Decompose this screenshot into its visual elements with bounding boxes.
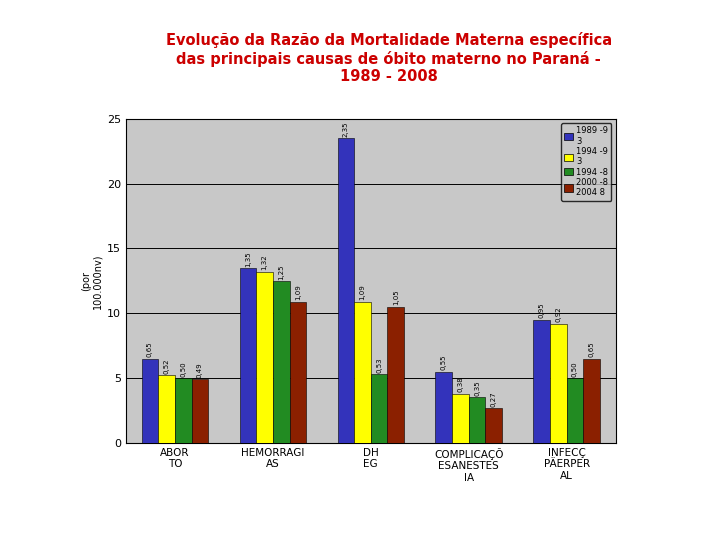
Legend: 1989 -9
3, 1994 -9
3, 1994 -8, 2000 -8
2004 8: 1989 -9 3, 1994 -9 3, 1994 -8, 2000 -8 2… xyxy=(561,123,611,200)
Y-axis label: (por
100.000nv): (por 100.000nv) xyxy=(81,253,103,308)
Bar xyxy=(550,323,567,443)
Text: 1,25: 1,25 xyxy=(278,264,284,280)
Text: 1,09: 1,09 xyxy=(359,285,366,300)
Text: 0,35: 0,35 xyxy=(474,381,480,396)
Text: 0,65: 0,65 xyxy=(147,342,153,357)
Bar xyxy=(256,272,273,443)
Text: 0,50: 0,50 xyxy=(572,361,578,377)
Bar xyxy=(567,378,583,443)
Bar xyxy=(289,301,306,443)
Bar xyxy=(273,281,289,443)
Text: 0,53: 0,53 xyxy=(376,357,382,373)
Text: 1,05: 1,05 xyxy=(393,290,399,306)
Bar xyxy=(240,268,256,443)
Text: 0,38: 0,38 xyxy=(457,376,464,392)
Text: 0,50: 0,50 xyxy=(180,361,186,377)
Text: 0,55: 0,55 xyxy=(441,355,446,370)
Bar xyxy=(485,408,502,443)
Text: Evolução da Razão da Mortalidade Materna específica
das principais causas de óbi: Evolução da Razão da Mortalidade Materna… xyxy=(166,32,612,84)
Text: 0,49: 0,49 xyxy=(197,362,203,378)
Text: 1,32: 1,32 xyxy=(261,255,268,271)
Text: 0,92: 0,92 xyxy=(555,307,562,322)
Bar xyxy=(452,394,469,443)
Text: 0,65: 0,65 xyxy=(589,342,595,357)
Bar xyxy=(371,374,387,443)
Bar xyxy=(158,375,175,443)
Bar xyxy=(192,379,208,443)
Bar xyxy=(354,301,371,443)
Bar xyxy=(436,372,452,443)
Bar xyxy=(387,307,404,443)
Bar xyxy=(338,138,354,443)
Bar xyxy=(534,320,550,443)
Bar xyxy=(583,359,600,443)
Bar xyxy=(142,359,158,443)
Bar xyxy=(175,378,192,443)
Text: 1,09: 1,09 xyxy=(295,285,301,300)
Text: 1,35: 1,35 xyxy=(245,251,251,267)
Text: 0,52: 0,52 xyxy=(163,359,170,374)
Text: 2,35: 2,35 xyxy=(343,122,348,137)
Text: 0,95: 0,95 xyxy=(539,303,544,319)
Bar xyxy=(469,397,485,443)
Text: 0,27: 0,27 xyxy=(491,391,497,407)
